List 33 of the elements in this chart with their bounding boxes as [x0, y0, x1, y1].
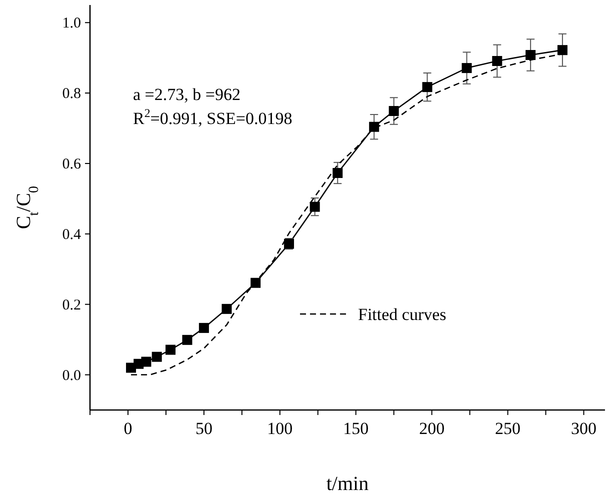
y-tick-label: 0.0	[62, 368, 81, 384]
y-tick-label: 0.2	[62, 297, 81, 314]
point	[369, 122, 380, 132]
point	[557, 45, 568, 56]
x-tick-label: 150	[343, 419, 369, 438]
x-tick-label: 250	[495, 419, 521, 438]
y-tick-label: 0.8	[62, 86, 81, 102]
y-tick-label: 0.4	[62, 226, 82, 243]
annotation: a =2.73, b =962	[133, 85, 240, 104]
point	[462, 63, 472, 74]
point	[526, 50, 536, 60]
point	[310, 202, 320, 212]
point	[182, 334, 192, 345]
point	[388, 106, 399, 116]
x-tick-label: 100	[267, 419, 293, 438]
point	[152, 352, 162, 362]
annotation: R$^{2}$=0.991, SSE=0.0198	[133, 106, 292, 128]
x-tick-label: 50	[195, 419, 212, 438]
y-tick-label: 1.0	[62, 16, 81, 32]
point	[141, 356, 152, 367]
x-tick-label: 300	[570, 419, 596, 438]
point	[422, 82, 432, 92]
x-tick-label: 0	[124, 419, 132, 438]
x-tick-label: 200	[419, 419, 445, 438]
point	[198, 322, 209, 333]
x-axis-title: t/min	[326, 473, 369, 495]
legend-label: Fitted curves	[358, 305, 446, 324]
point	[250, 278, 261, 288]
point	[332, 168, 343, 178]
point	[166, 344, 176, 355]
point	[222, 304, 232, 314]
point	[492, 56, 502, 66]
y-tick-label: 0.6	[62, 156, 82, 172]
